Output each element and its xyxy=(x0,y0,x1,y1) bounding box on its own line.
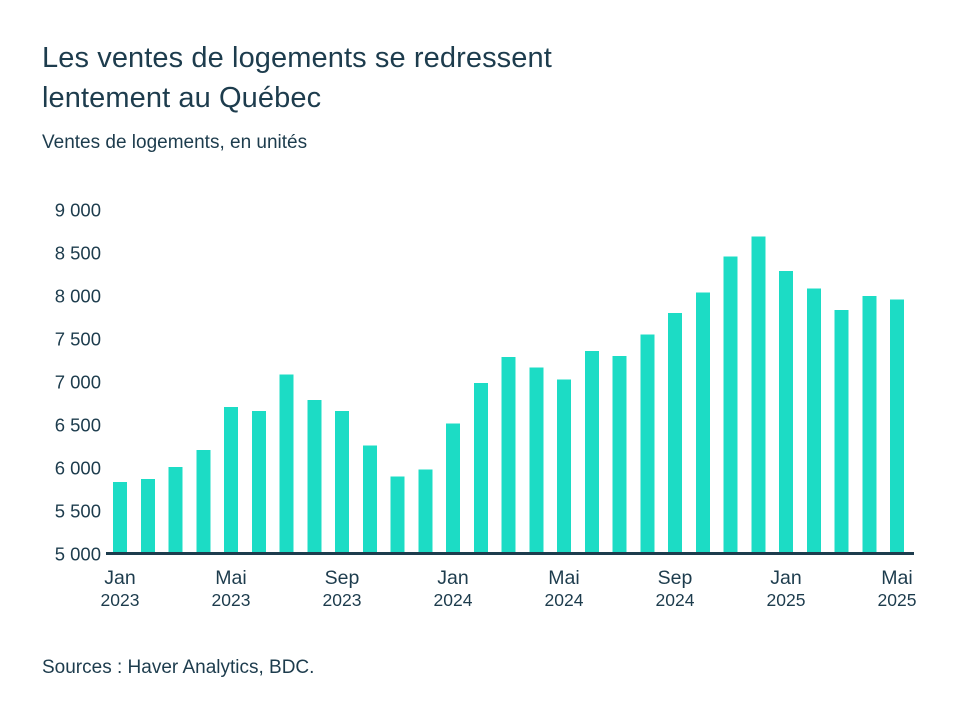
bar-Juil 2024 xyxy=(612,356,627,555)
y-axis-label-5000: 5 000 xyxy=(55,544,101,565)
y-axis-label-5500: 5 500 xyxy=(55,501,101,522)
x-axis-year-label: 2023 xyxy=(212,590,251,610)
x-axis-year-label: 2024 xyxy=(545,590,584,610)
x-axis-line xyxy=(106,552,914,555)
y-axis: 9 000 8 500 8 000 7 500 7 000 6 500 6 000 5 500… xyxy=(55,200,101,565)
bar-Oct 2024 xyxy=(695,292,710,555)
y-axis-label-6000: 6 000 xyxy=(55,458,101,479)
y-axis-label-6500: 6 500 xyxy=(55,415,101,436)
bar-Avr 2025 xyxy=(862,296,877,555)
page-title: Les ventes de logements se redressent le… xyxy=(42,42,552,114)
x-axis-month-label: Sep xyxy=(325,567,360,589)
bar-Mar 2023 xyxy=(168,467,183,555)
x-axis-year-label: 2024 xyxy=(434,590,473,610)
bar-Fév 2024 xyxy=(473,382,488,555)
x-axis-month-label: Mai xyxy=(881,567,912,589)
bar-Avr 2023 xyxy=(196,449,211,555)
bar-Nov 2023 xyxy=(390,476,405,555)
y-axis-label-9000: 9 000 xyxy=(55,200,101,221)
bar-Déc 2023 xyxy=(418,469,433,555)
bars-group xyxy=(113,236,904,555)
bar-Juil 2023 xyxy=(279,374,294,555)
x-axis-year-label: 2024 xyxy=(656,590,695,610)
bar-Fév 2023 xyxy=(140,479,155,555)
bar-Avr 2024 xyxy=(529,367,544,555)
bar-Jan 2025 xyxy=(779,271,793,555)
bar-Mai 2024 xyxy=(557,379,571,555)
x-axis-month-label: Jan xyxy=(770,567,801,589)
bar-Nov 2024 xyxy=(723,256,738,555)
y-axis-label-8000: 8 000 xyxy=(55,286,101,307)
bar-Août 2024 xyxy=(640,334,655,555)
bar-Déc 2024 xyxy=(751,236,766,555)
bar-Mai 2025 xyxy=(890,299,904,555)
bar-Juin 2023 xyxy=(251,411,266,555)
x-axis-year-label: 2023 xyxy=(323,590,362,610)
x-axis-month-label: Mai xyxy=(215,567,246,589)
bar-Sep 2024 xyxy=(668,313,682,555)
bar-Jan 2023 xyxy=(113,481,127,555)
x-axis-month-label: Sep xyxy=(658,567,693,589)
x-axis-year-label: 2025 xyxy=(878,590,917,610)
x-axis: Jan2023Mai2023Sep2023Jan2024Mai2024Sep20… xyxy=(101,567,917,610)
bar-Mar 2024 xyxy=(501,357,516,555)
y-axis-label-7500: 7 500 xyxy=(55,329,101,350)
bar-Juin 2024 xyxy=(584,351,599,555)
y-axis-label-8500: 8 500 xyxy=(55,243,101,264)
x-axis-year-label: 2025 xyxy=(767,590,806,610)
bar-Mai 2023 xyxy=(224,406,238,555)
x-axis-year-label: 2023 xyxy=(101,590,140,610)
chart-subtitle: Ventes de logements, en unités xyxy=(42,132,308,153)
bar-Fév 2025 xyxy=(806,288,821,555)
bar-Oct 2023 xyxy=(362,445,377,555)
x-axis-month-label: Mai xyxy=(548,567,579,589)
bar-Mar 2025 xyxy=(834,309,849,555)
y-axis-label-7000: 7 000 xyxy=(55,372,101,393)
source-note: Sources : Haver Analytics, BDC. xyxy=(42,657,315,678)
bar-Août 2023 xyxy=(307,400,322,555)
x-axis-month-label: Jan xyxy=(437,567,468,589)
bar-Sep 2023 xyxy=(335,411,349,555)
bar-Jan 2024 xyxy=(446,423,460,555)
x-axis-month-label: Jan xyxy=(104,567,135,589)
